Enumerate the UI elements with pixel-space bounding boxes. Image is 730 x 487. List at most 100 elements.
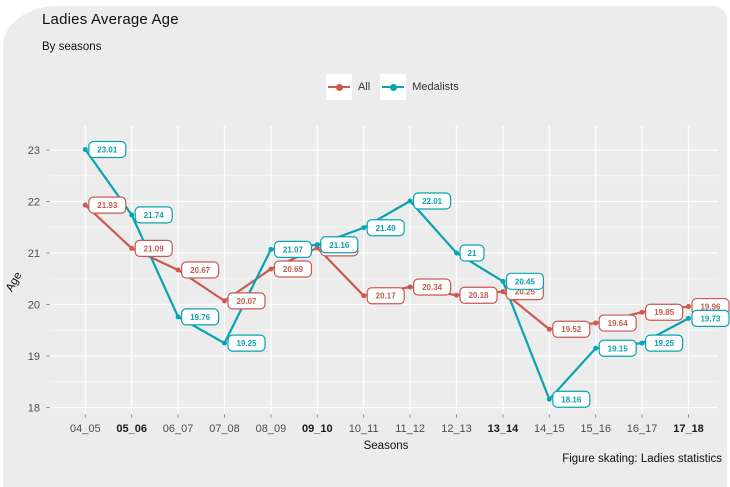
data-label-box-medalists (88, 140, 127, 159)
data-point-all (361, 293, 367, 299)
x-tick-label: 15_16 (580, 423, 611, 435)
data-label-medalists: 19.25 (236, 339, 257, 348)
data-point-medalists (129, 212, 135, 218)
data-label-box-all (273, 260, 312, 278)
data-label-box-all (366, 287, 405, 305)
data-label-all: 20.18 (468, 291, 489, 300)
data-label-all: 19.96 (700, 303, 721, 312)
data-label-box-medalists (366, 219, 405, 237)
data-label-medalists: 19.15 (608, 344, 629, 353)
data-label-box-all (552, 320, 591, 338)
data-label-all: 19.64 (608, 319, 629, 328)
data-label-box-medalists (273, 240, 312, 258)
y-tick-label: 21 (28, 248, 40, 260)
data-label-all: 21.93 (97, 201, 118, 210)
data-point-all (454, 292, 459, 298)
data-label-all: 20.25 (515, 288, 536, 297)
x-tick-label: 14_15 (534, 423, 565, 435)
data-label-box-medalists (505, 272, 544, 290)
data-label-medalists: 22.01 (422, 197, 443, 206)
x-tick-label: 04_05 (70, 423, 101, 435)
data-label-box-medalists (598, 339, 637, 357)
data-point-all (407, 284, 413, 290)
data-label-box-all (644, 303, 684, 321)
data-label-box-all (181, 261, 220, 279)
data-label-all: 20.07 (236, 297, 257, 306)
data-label-medalists: 21.07 (283, 245, 304, 254)
data-label-all: 20.69 (283, 265, 304, 274)
data-label-medalists: 19.73 (700, 314, 721, 323)
data-point-medalists (407, 198, 413, 204)
data-label-all: 19.52 (561, 325, 582, 334)
x-tick-label: 12_13 (441, 423, 472, 435)
legend-key-medalists-icon (380, 74, 407, 100)
data-label-medalists: 23.01 (97, 145, 118, 154)
chart-title: Ladies Average Age (42, 11, 179, 28)
legend-label-all: All (358, 81, 371, 93)
x-tick-label: 08_09 (256, 423, 287, 435)
data-label-box-all (88, 196, 127, 214)
x-tick-label: 09_10 (302, 423, 333, 435)
data-point-medalists (82, 146, 88, 152)
data-point-medalists (454, 250, 459, 256)
data-point-all (686, 304, 691, 310)
data-point-all (500, 289, 506, 295)
x-tick-label: 10_11 (349, 423, 379, 435)
data-label-medalists: 19.76 (190, 313, 211, 322)
data-label-all: 20.17 (376, 292, 397, 301)
data-point-medalists (361, 225, 367, 231)
y-tick-label: 18 (28, 403, 40, 415)
data-label-all: 20.67 (190, 266, 211, 275)
data-point-all (175, 267, 181, 273)
data-label-medalists: 18.16 (561, 395, 582, 404)
legend-key-all-icon (326, 74, 352, 100)
legend: All Medalists (326, 74, 469, 100)
data-label-box-all (413, 278, 452, 296)
data-point-all (82, 202, 88, 208)
data-label-box-medalists (413, 192, 452, 210)
data-label-box-all (227, 292, 266, 310)
data-point-all (639, 309, 645, 315)
data-label-all: 20.34 (422, 283, 443, 292)
data-point-medalists (639, 340, 645, 346)
x-tick-label: 17_18 (673, 423, 704, 435)
x-tick-label: 06_07 (163, 423, 194, 435)
data-label-all: 19.85 (654, 308, 675, 317)
y-tick-label: 23 (28, 145, 40, 157)
data-label-box-medalists (644, 334, 684, 352)
x-tick-label: 16_17 (627, 423, 658, 435)
data-point-all (268, 266, 274, 272)
data-label-box-all (598, 314, 637, 332)
data-label-all: 21.09 (144, 244, 165, 253)
y-tick-label: 22 (28, 197, 40, 209)
chart-subtitle: By seasons (42, 41, 102, 53)
y-tick-label: 20 (28, 300, 40, 312)
x-tick-label: 11_12 (395, 423, 425, 435)
data-point-medalists (268, 246, 274, 252)
data-label-medalists: 21.49 (376, 224, 397, 233)
data-label-box-all (134, 239, 173, 257)
data-label-medalists: 21.16 (329, 241, 350, 250)
data-label-box-medalists (134, 206, 173, 224)
data-point-all (129, 245, 135, 251)
legend-label-medalists: Medalists (412, 81, 459, 93)
data-label-medalists: 21 (468, 249, 477, 258)
series-line-medalists (84, 148, 690, 401)
data-label-medalists: 21.74 (144, 211, 165, 220)
x-tick-label: 05_06 (116, 423, 147, 435)
data-label-medalists: 19.25 (654, 339, 675, 348)
data-point-medalists (314, 242, 320, 248)
data-label-box-all (459, 286, 498, 304)
chart-caption: Figure skating: Ladies statistics (562, 453, 722, 465)
data-label-box-medalists (181, 308, 220, 326)
data-label-box-medalists (552, 390, 591, 408)
data-point-all (222, 298, 227, 304)
data-point-medalists (546, 396, 552, 402)
data-label-box-medalists (227, 334, 266, 352)
data-label-box-medalists (691, 309, 730, 328)
data-point-medalists (686, 315, 691, 321)
data-label-box-medalists (320, 236, 359, 254)
y-tick-label: 19 (28, 351, 40, 363)
